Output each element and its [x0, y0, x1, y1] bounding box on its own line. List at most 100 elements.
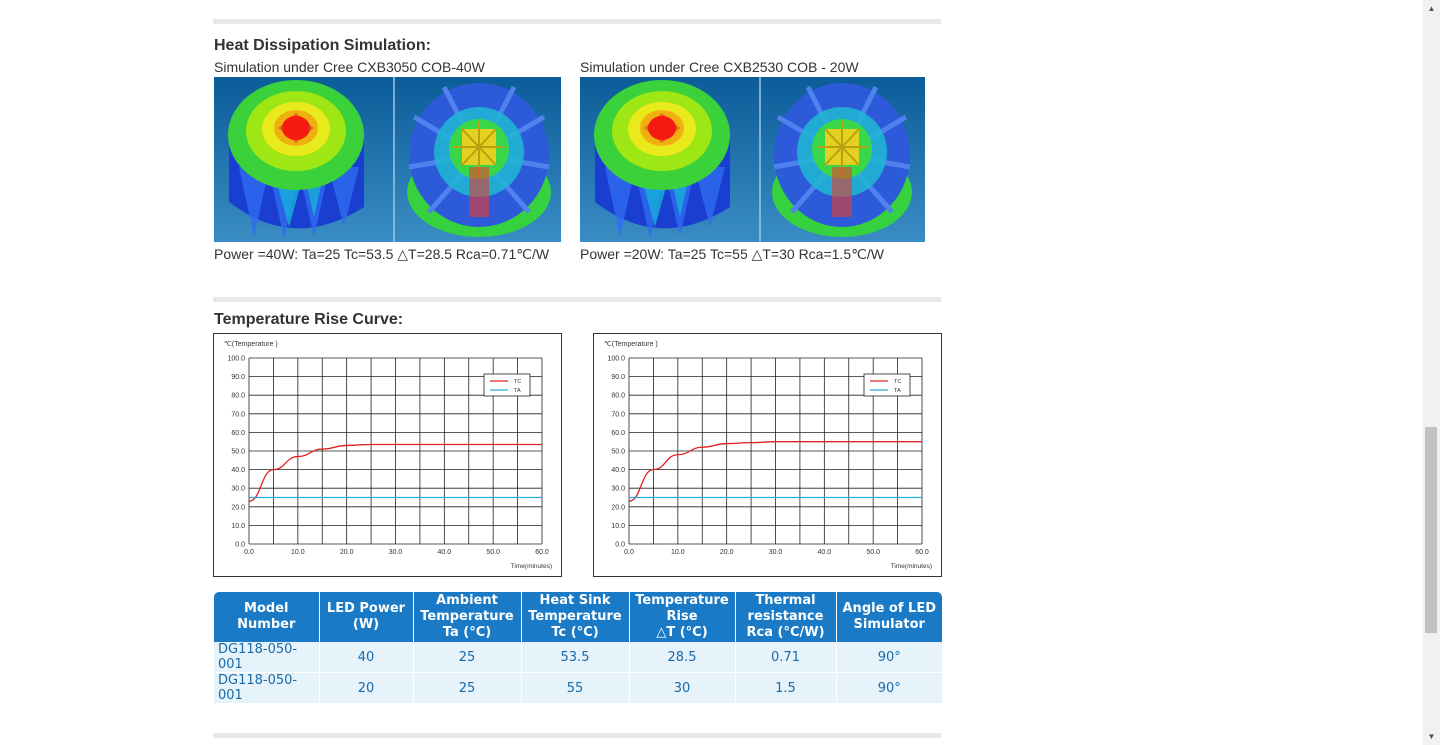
x-tick-label: 30.0	[769, 549, 783, 556]
y-tick-label: 0.0	[615, 542, 625, 549]
header-line: Temperature	[420, 609, 514, 624]
y-tick-label: 80.0	[611, 393, 625, 400]
x-tick-label: 20.0	[720, 549, 734, 556]
sim-result-1: Power =40W: Ta=25 Tc=53.5 △T=28.5 Rca=0.…	[214, 246, 550, 262]
y-axis-label: ℃(Temperature )	[224, 341, 278, 348]
legend-box	[483, 373, 531, 397]
sim-caption-1: Simulation under Cree CXB3050 COB-40W	[214, 59, 485, 75]
header-line: resistance	[747, 609, 824, 624]
y-tick-label: 10.0	[611, 523, 625, 530]
header-line: (W)	[352, 617, 380, 632]
header-led-power: LED Power (W)	[319, 592, 414, 642]
temperature-curve-chart-2: 0.0 10.0 20.0 30.0 40.0 50.0 60.0 70.0 80.0 90.0 1…	[593, 333, 942, 577]
legend-label-ta: TA	[514, 388, 521, 394]
x-tick-label: 50.0	[866, 549, 880, 556]
legend-label-tc: TC	[894, 379, 901, 385]
y-tick-label: 70.0	[231, 411, 245, 418]
table-cell: 40	[319, 642, 414, 673]
sim-caption-2: Simulation under Cree CXB2530 COB - 20W	[580, 59, 859, 75]
x-tick-label: 10.0	[671, 549, 685, 556]
y-tick-label: 20.0	[231, 504, 245, 511]
scroll-down-icon[interactable]: ▼	[1427, 732, 1436, 741]
header-temperature-rise: Temperature Rise △T (°C)	[629, 592, 736, 642]
header-line: Ta (°C)	[442, 625, 492, 640]
header-line: Rca (°C/W)	[746, 625, 825, 640]
spec-table: Model Number LED Power (W) Ambient Temperat…	[214, 592, 942, 704]
table-cell: 0.71	[735, 642, 837, 673]
header-line: Model	[244, 601, 289, 616]
x-tick-label: 0.0	[624, 549, 634, 556]
x-tick-label: 50.0	[486, 549, 500, 556]
table-cell: 90°	[836, 672, 942, 704]
x-tick-label: 0.0	[244, 549, 254, 556]
y-tick-label: 60.0	[231, 430, 245, 437]
section-divider-bottom	[213, 733, 941, 738]
header-ambient-temperature: Ambient Temperature Ta (°C)	[413, 592, 522, 642]
x-tick-label: 60.0	[535, 549, 549, 556]
header-heat-sink-temperature: Heat Sink Temperature Tc (°C)	[521, 592, 630, 642]
table-cell: 1.5	[735, 672, 837, 704]
table-header-row: Model Number LED Power (W) Ambient Temperat…	[214, 592, 942, 642]
vertical-scrollbar[interactable]: ▲ ▼	[1423, 0, 1440, 745]
header-line: LED Power	[326, 601, 406, 616]
y-tick-label: 30.0	[611, 486, 625, 493]
legend-label-tc: TC	[514, 379, 521, 385]
header-thermal-resistance: Thermal resistance Rca (°C/W)	[735, 592, 837, 642]
y-tick-label: 90.0	[611, 374, 625, 381]
sim-result-2: Power =20W: Ta=25 Tc=55 △T=30 Rca=1.5℃/W	[580, 246, 884, 262]
header-line: Simulator	[853, 617, 925, 632]
table-cell: 20	[319, 672, 414, 704]
chart-svg-2: 0.0 10.0 20.0 30.0 40.0 50.0 60.0 70.0 80.0 90.0 1…	[604, 341, 932, 570]
header-line: Thermal	[755, 593, 816, 608]
table-cell: 30	[629, 672, 736, 704]
header-line: Number	[237, 617, 296, 632]
header-line: Temperature	[528, 609, 622, 624]
x-tick-label: 40.0	[818, 549, 832, 556]
header-angle-of-led-simulator: Angle of LED Simulator	[836, 592, 942, 642]
x-axis-label: Time(minutes)	[511, 563, 552, 570]
header-line: △T (°C)	[656, 625, 708, 640]
chart-svg-1: 0.0 10.0 20.0 30.0 40.0 50.0 60.0 70.0 80.0 90.0 1…	[224, 341, 552, 570]
table-cell: 28.5	[629, 642, 736, 673]
y-tick-label: 50.0	[611, 449, 625, 456]
table-cell: 25	[413, 642, 522, 673]
scroll-thumb[interactable]	[1425, 427, 1437, 633]
heat-section-title: Heat Dissipation Simulation:	[214, 37, 431, 54]
section-divider-middle	[213, 297, 941, 302]
y-tick-label: 50.0	[231, 449, 245, 456]
y-tick-label: 0.0	[235, 542, 245, 549]
table-cell: 55	[521, 672, 630, 704]
x-axis-label: Time(minutes)	[891, 563, 932, 570]
x-tick-label: 30.0	[389, 549, 403, 556]
table-cell: DG118-050-001	[214, 672, 320, 704]
y-tick-label: 30.0	[231, 486, 245, 493]
series-line-tc	[248, 443, 542, 502]
x-tick-label: 40.0	[438, 549, 452, 556]
y-tick-label: 100.0	[607, 356, 625, 363]
header-line: Temperature	[635, 593, 729, 608]
table-row: DG118-050-001 20 25 55 30 1.5 90°	[214, 672, 942, 704]
chart-grid	[628, 357, 923, 545]
table-row: DG118-050-001 40 25 53.5 28.5 0.71 90°	[214, 642, 942, 673]
heat-simulation-image-2	[580, 77, 925, 242]
table-cell: DG118-050-001	[214, 642, 320, 673]
y-tick-label: 40.0	[231, 467, 245, 474]
chart-legend: TC TA	[863, 373, 911, 397]
curve-section-title: Temperature Rise Curve:	[214, 311, 404, 328]
x-tick-label: 60.0	[915, 549, 929, 556]
section-divider-top	[213, 19, 941, 24]
header-line: Angle of LED	[842, 601, 937, 616]
x-tick-label: 20.0	[340, 549, 354, 556]
legend-box	[863, 373, 911, 397]
chart-legend: TC TA	[483, 373, 531, 397]
y-axis-label: ℃(Temperature )	[604, 341, 658, 348]
y-tick-label: 100.0	[227, 356, 245, 363]
series-line-tc	[628, 441, 922, 502]
table-cell: 53.5	[521, 642, 630, 673]
table-cell: 25	[413, 672, 522, 704]
header-line: Tc (°C)	[551, 625, 599, 640]
y-tick-label: 90.0	[231, 374, 245, 381]
legend-label-ta: TA	[894, 388, 901, 394]
scroll-up-icon[interactable]: ▲	[1427, 4, 1436, 13]
y-tick-label: 80.0	[231, 393, 245, 400]
